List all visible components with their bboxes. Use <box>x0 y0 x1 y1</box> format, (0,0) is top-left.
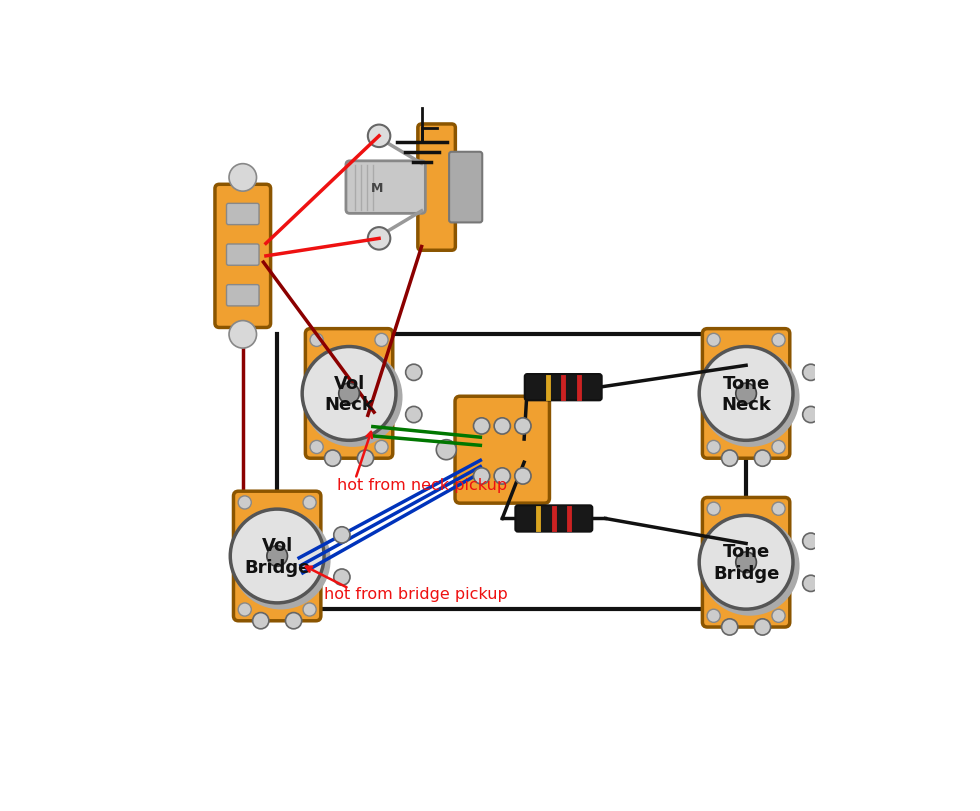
Circle shape <box>736 552 757 573</box>
Circle shape <box>803 534 819 550</box>
Circle shape <box>772 503 785 516</box>
Circle shape <box>755 619 770 635</box>
Text: M: M <box>370 182 383 195</box>
Circle shape <box>302 347 396 441</box>
Circle shape <box>699 347 793 441</box>
Circle shape <box>772 441 785 454</box>
Circle shape <box>375 334 388 347</box>
Circle shape <box>324 450 341 466</box>
Circle shape <box>700 348 800 448</box>
FancyBboxPatch shape <box>455 397 550 504</box>
Circle shape <box>339 384 360 404</box>
Circle shape <box>514 468 531 484</box>
Circle shape <box>772 609 785 623</box>
Circle shape <box>708 609 720 623</box>
Circle shape <box>494 468 511 484</box>
FancyBboxPatch shape <box>524 375 602 401</box>
Circle shape <box>803 407 819 423</box>
Circle shape <box>238 496 251 509</box>
Text: Tone
Neck: Tone Neck <box>721 374 771 414</box>
Circle shape <box>736 384 757 404</box>
Circle shape <box>368 228 390 251</box>
Circle shape <box>700 517 800 616</box>
Circle shape <box>473 418 490 435</box>
Circle shape <box>229 165 257 192</box>
Circle shape <box>721 619 738 635</box>
Circle shape <box>310 334 323 347</box>
Circle shape <box>708 441 720 454</box>
Circle shape <box>755 450 770 466</box>
Circle shape <box>231 510 330 610</box>
Text: Vol
Bridge: Vol Bridge <box>244 537 311 576</box>
FancyBboxPatch shape <box>703 329 790 459</box>
Circle shape <box>230 509 324 603</box>
Circle shape <box>253 613 269 629</box>
FancyBboxPatch shape <box>449 152 482 223</box>
Circle shape <box>285 613 302 629</box>
Circle shape <box>406 365 422 381</box>
FancyBboxPatch shape <box>417 125 456 251</box>
Circle shape <box>436 440 457 460</box>
Circle shape <box>708 503 720 516</box>
Circle shape <box>303 496 317 509</box>
FancyBboxPatch shape <box>226 204 259 225</box>
Text: Vol
Neck: Vol Neck <box>324 374 374 414</box>
Circle shape <box>708 334 720 347</box>
Circle shape <box>375 441 388 454</box>
FancyBboxPatch shape <box>226 245 259 266</box>
FancyBboxPatch shape <box>306 329 393 459</box>
Circle shape <box>368 126 390 148</box>
Circle shape <box>772 334 785 347</box>
Circle shape <box>358 450 373 466</box>
Text: hot from bridge pickup: hot from bridge pickup <box>324 586 508 601</box>
FancyBboxPatch shape <box>233 491 320 621</box>
Circle shape <box>334 527 350 543</box>
Circle shape <box>699 516 793 609</box>
Circle shape <box>406 407 422 423</box>
Circle shape <box>721 450 738 466</box>
Circle shape <box>803 365 819 381</box>
Circle shape <box>303 603 317 616</box>
Circle shape <box>473 468 490 484</box>
FancyBboxPatch shape <box>215 185 270 328</box>
FancyBboxPatch shape <box>346 161 425 214</box>
Circle shape <box>303 348 403 448</box>
Circle shape <box>229 321 257 349</box>
Circle shape <box>267 546 287 567</box>
FancyBboxPatch shape <box>703 498 790 627</box>
Circle shape <box>334 569 350 586</box>
Circle shape <box>238 603 251 616</box>
Text: Tone
Bridge: Tone Bridge <box>712 543 779 582</box>
FancyBboxPatch shape <box>515 506 592 532</box>
Circle shape <box>494 418 511 435</box>
Text: hot from neck pickup: hot from neck pickup <box>336 477 507 492</box>
Circle shape <box>514 418 531 435</box>
Circle shape <box>310 441 323 454</box>
Circle shape <box>803 576 819 592</box>
FancyBboxPatch shape <box>226 285 259 307</box>
